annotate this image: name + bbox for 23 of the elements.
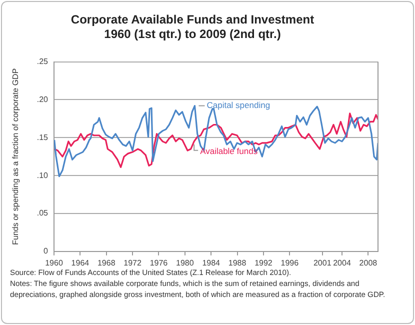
- x-tick-label: 2008: [359, 258, 378, 268]
- y-tick-label: 0: [44, 246, 49, 256]
- x-tick-label: 1980: [176, 258, 194, 268]
- y-tick-label: .25: [36, 57, 49, 66]
- y-tick-label: .05: [36, 208, 49, 218]
- y-tick-label: .20: [36, 94, 49, 104]
- y-tick-label: .15: [36, 132, 49, 142]
- x-tick-label: 1960: [45, 258, 64, 268]
- x-tick-label: 1996: [280, 258, 300, 268]
- x-tick-label: 1968: [97, 258, 116, 268]
- x-tick-label: 2004: [333, 258, 352, 268]
- y-axis-title: Funds or spending as a fraction of corporate GDP: [11, 68, 20, 245]
- x-tick-label: 1984: [202, 258, 221, 268]
- y-tick-label: .10: [36, 170, 49, 180]
- x-tick-label: 1988: [228, 258, 247, 268]
- x-tick-label: 2001: [313, 258, 332, 268]
- series-label: Available funds: [200, 146, 258, 156]
- series-label: Capital spending: [206, 100, 270, 110]
- chart-title: Corporate Available Funds and Investment 1960 (1st qtr.) to 2009 (2nd qtr.): [70, 12, 314, 41]
- x-tick-label: 1992: [254, 258, 273, 268]
- x-tick-label: 1976: [150, 258, 168, 268]
- x-tick-label: 1972: [124, 258, 142, 268]
- x-tick-label: 1964: [71, 258, 90, 268]
